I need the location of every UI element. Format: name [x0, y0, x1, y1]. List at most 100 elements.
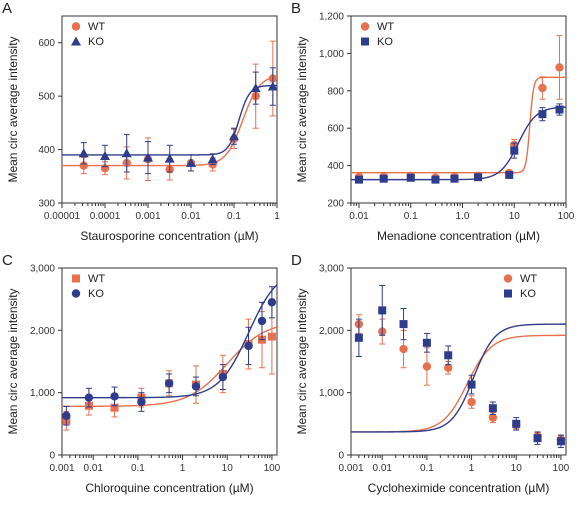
data-point-ko: [191, 382, 201, 391]
x-tick-label: 1.0: [456, 211, 470, 222]
legend-label-wt: WT: [520, 273, 537, 285]
data-point-ko: [379, 174, 388, 183]
data-point-ko: [467, 380, 476, 389]
data-point-ko: [556, 437, 565, 446]
legend-marker-wt: [503, 274, 513, 283]
legend-label-ko: KO: [88, 36, 104, 48]
panel-letter: A: [2, 0, 13, 17]
data-point-ko: [431, 175, 440, 184]
panel-letter: D: [291, 252, 302, 269]
fit-curve-wt: [351, 76, 566, 174]
data-point-wt: [422, 362, 432, 371]
data-point-ko: [244, 341, 253, 351]
data-point-ko: [444, 351, 453, 360]
x-tick-label: 0.1: [131, 463, 145, 474]
y-axis-label: Mean circ average intensity: [6, 36, 20, 182]
data-point-ko: [229, 131, 239, 141]
x-tick-label: 1: [469, 463, 475, 474]
data-point-ko: [512, 419, 521, 428]
data-point-ko: [406, 173, 415, 182]
x-tick-label: 0.001: [49, 463, 74, 474]
chart-c: 0.001 0.01 0.1 1 10 100 0 1,000 2,000 3,000 Chloro…: [6, 264, 281, 496]
fit-curve-ko: [351, 323, 566, 433]
x-tick-label: 0.01: [372, 463, 392, 474]
x-tick-label: 0.01: [349, 211, 369, 222]
data-point-ko: [378, 306, 387, 315]
y-tick-label: 2,000: [30, 326, 55, 337]
legend-label-wt: WT: [377, 21, 394, 33]
x-tick-label: 0.00001: [44, 211, 81, 222]
x-tick-label: 100: [558, 211, 575, 222]
x-tick-label: 10: [509, 211, 521, 222]
y-tick-label: 0: [49, 451, 55, 462]
y-axis-label: Mean circ average intensity: [295, 36, 309, 182]
data-point-ko: [250, 83, 261, 93]
panel-b: B 0.01 0.1 1.0 10 100 200 400 600 800 1,000 1,200 M…: [289, 0, 578, 252]
legend-marker-ko: [71, 289, 81, 298]
y-axis-label: Mean circ average intensity: [295, 288, 309, 434]
x-tick-label: 0.01: [83, 463, 103, 474]
fit-curve-wt: [351, 334, 566, 433]
y-tick-label: 800: [327, 86, 344, 97]
data-point-wt: [467, 397, 476, 407]
legend-label-ko: KO: [377, 36, 393, 48]
y-tick-label: 1,000: [30, 388, 55, 399]
data-point-ko: [186, 157, 196, 167]
data-point-ko: [555, 105, 564, 114]
x-tick-label: 10: [511, 463, 523, 474]
legend-label-wt: WT: [88, 273, 105, 285]
data-point-ko: [533, 434, 542, 443]
legend-marker-ko: [504, 289, 512, 298]
data-point-ko: [84, 393, 94, 402]
data-point-ko: [137, 397, 146, 407]
data-point-ko: [267, 298, 277, 307]
data-point-wt: [444, 363, 453, 372]
y-axis-label: Mean circ average intensity: [6, 288, 20, 434]
data-point-ko: [257, 316, 267, 326]
panel-c: C 0.001 0.01 0.1 1 10 100 0 1,000 2,000 3,000 Chlo…: [0, 252, 289, 504]
data-point-wt: [538, 83, 547, 93]
data-point-ko: [399, 320, 408, 329]
legend-marker-wt: [360, 22, 370, 31]
y-tick-label: 600: [327, 124, 344, 135]
data-point-ko: [143, 152, 153, 162]
x-axis-label: Staurosporine concentration (µM): [80, 229, 258, 243]
data-point-ko: [164, 379, 174, 388]
x-tick-label: 0.1: [420, 463, 434, 474]
x-tick-label: 0.01: [181, 211, 201, 222]
data-point-ko: [505, 170, 514, 179]
data-point-ko: [78, 148, 89, 158]
data-point-wt: [110, 403, 119, 412]
x-tick-label: 10: [222, 463, 234, 474]
fit-curve-ko: [62, 84, 277, 156]
x-tick-label: 0.1: [227, 211, 241, 222]
legend-marker-ko: [71, 36, 81, 46]
y-tick-label: 3,000: [319, 264, 344, 275]
y-tick-label: 500: [38, 92, 55, 103]
x-tick-label: 1: [274, 211, 280, 222]
chart-d: 0.001 0.01 0.1 1 10 100 0 1,000 2,000 3,000 Cycloh…: [295, 264, 570, 496]
panel-a: A 0.00001 0.0001 0.001 0.01 0.1 1 300 400 500 600…: [0, 0, 289, 252]
y-tick-label: 400: [38, 145, 55, 156]
y-tick-label: 600: [38, 38, 55, 49]
y-tick-label: 1,000: [319, 49, 344, 60]
legend-marker-ko: [361, 37, 369, 46]
data-point-ko: [267, 81, 278, 91]
y-tick-label: 400: [327, 161, 344, 172]
y-tick-label: 1,000: [319, 388, 344, 399]
data-point-wt: [267, 332, 276, 341]
y-tick-label: 300: [38, 199, 55, 210]
x-axis-label: Chloroquine concentration (µM): [85, 481, 253, 495]
data-point-ko: [488, 404, 497, 413]
x-tick-label: 0.001: [135, 211, 160, 222]
data-point-ko: [354, 333, 363, 342]
data-point-wt: [399, 344, 408, 354]
x-axis-label: Cycloheximide concentration (µM): [368, 481, 550, 495]
y-tick-label: 0: [338, 451, 344, 462]
legend-label-ko: KO: [88, 288, 104, 300]
x-tick-label: 0.0001: [90, 211, 121, 222]
legend-marker-wt: [71, 22, 81, 31]
data-point-ko: [474, 173, 483, 182]
legend-label-wt: WT: [88, 21, 105, 33]
data-point-ko: [450, 174, 459, 183]
